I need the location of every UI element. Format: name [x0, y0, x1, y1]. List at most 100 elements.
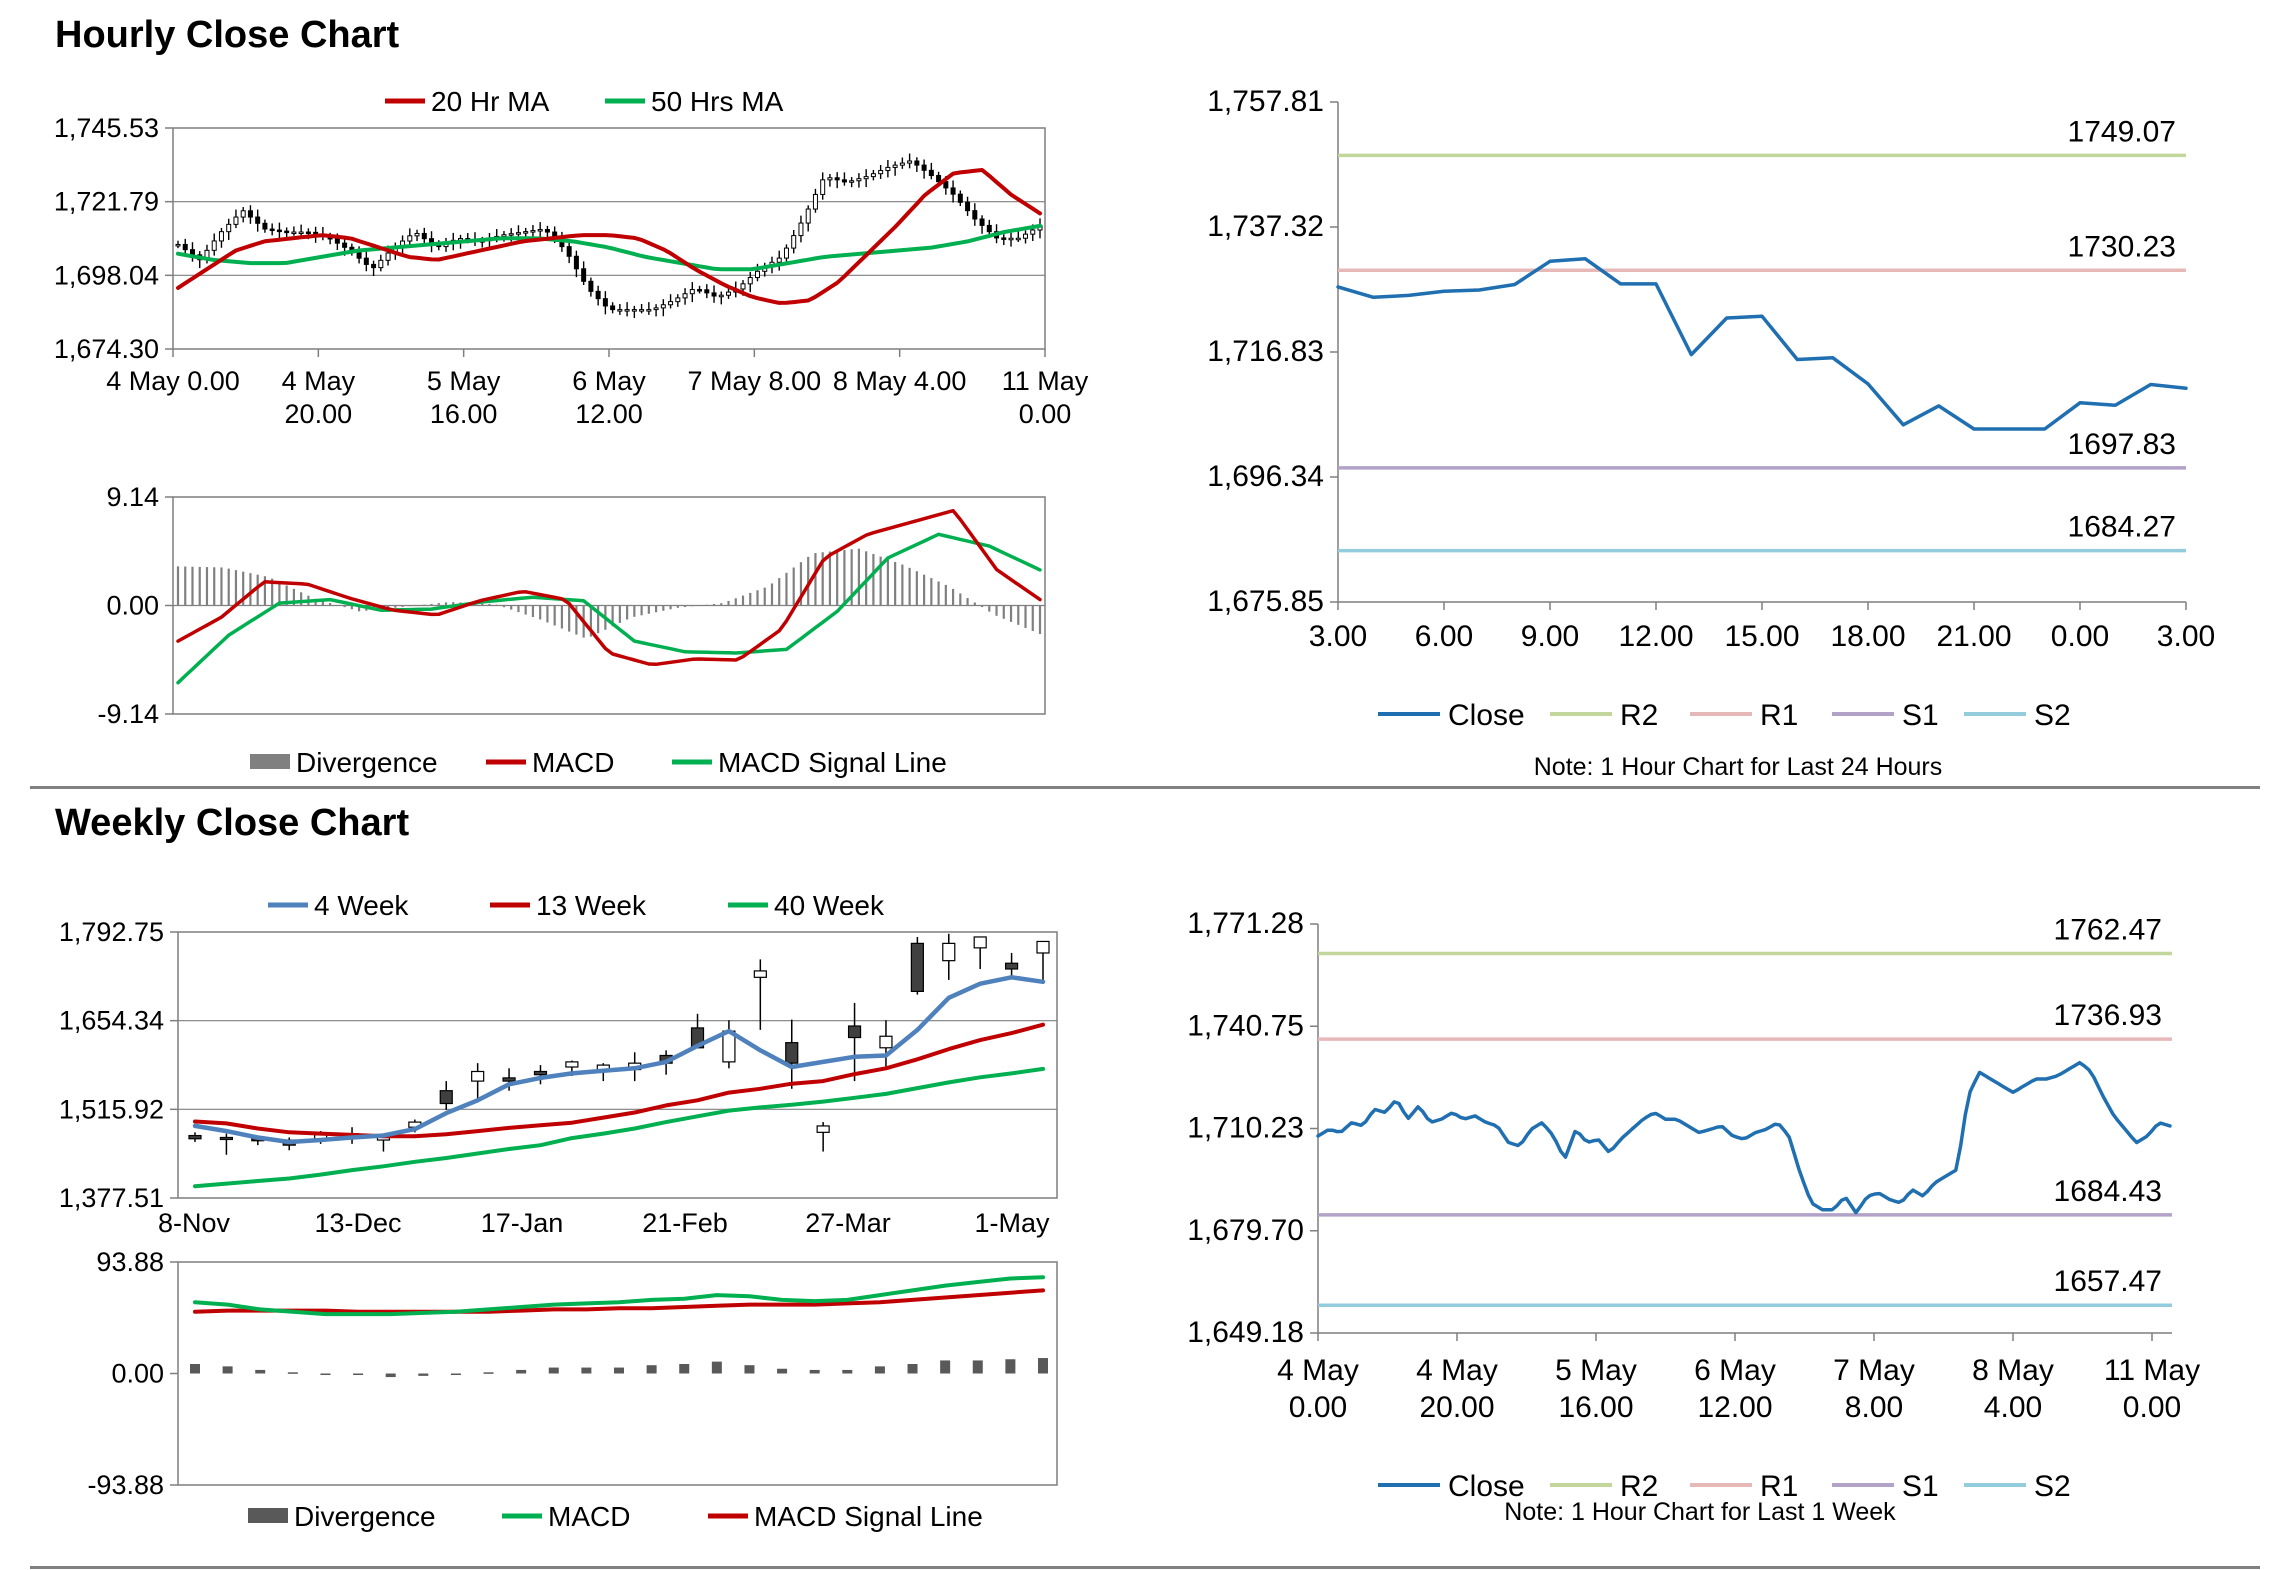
hourly-pivot-y-tick-label: 1,737.32: [1207, 210, 1324, 243]
hourly-candle-body: [704, 289, 710, 294]
hourly-candle-body: [1023, 233, 1029, 239]
weekly-pivot-y-tick-label: 1,771.28: [1187, 907, 1304, 940]
weekly-macd-divergence-bar: [320, 1373, 331, 1375]
weekly-candle-body: [533, 1070, 548, 1076]
weekly-macd-divergence-bar: [972, 1360, 983, 1374]
hourly-candle-body: [711, 292, 717, 297]
hourly-pivot-level-s2-label: 1684.27: [2068, 511, 2176, 544]
hourly-pivot-y-tick-label: 1,675.85: [1207, 585, 1324, 618]
weekly-pivot-y-tick-label: 1,710.23: [1187, 1112, 1304, 1145]
weekly-macd-divergence-bar: [287, 1372, 298, 1374]
hourly-pivot-x-tick-label: 15.00: [1724, 620, 1799, 653]
hourly-candle-body: [407, 235, 413, 242]
hourly-candle-body: [276, 229, 282, 233]
hourly-candle-body: [783, 247, 789, 259]
weekly-pivot-x-tick-sublabel: 0.00: [2123, 1391, 2181, 1424]
weekly-candle-x-tick-label: 27-Mar: [805, 1208, 891, 1238]
weekly-macd-divergence-bar: [907, 1363, 918, 1374]
weekly-candle-x-tick-label: 21-Feb: [642, 1208, 728, 1238]
hourly-candle-body: [943, 181, 949, 189]
weekly-candle-x-tick-label: 8-Nov: [158, 1208, 231, 1238]
weekly-macd-divergence-bar: [679, 1363, 690, 1374]
hourly-pivot-note: Note: 1 Hour Chart for Last 24 Hours: [1534, 753, 1943, 781]
weekly-candle-x-tick-label: 17-Jan: [481, 1208, 564, 1238]
weekly-pivot-x-tick-sublabel: 4.00: [1984, 1391, 2042, 1424]
weekly-candle-body: [879, 1035, 893, 1049]
weekly-pivot-legend-label: R2: [1620, 1470, 1658, 1503]
weekly-candle-body: [219, 1136, 234, 1141]
weekly-macd-divergence-bar: [483, 1372, 494, 1374]
hourly-candle-x-tick-sublabel: 0.00: [1019, 399, 1072, 429]
legend-13week-label: 13 Week: [536, 890, 647, 921]
hourly-candle-body: [211, 240, 217, 251]
hourly-20hr-ma-line: [176, 168, 1042, 305]
hourly-candle-body: [863, 176, 869, 180]
legend-40week-label: 40 Week: [774, 890, 885, 921]
hourly-candle-body: [631, 309, 637, 312]
hourly-candle-body: [356, 251, 362, 259]
hourly-candle-y-tick-label: 1,721.79: [54, 187, 159, 217]
hourly-candle-body: [573, 255, 579, 270]
hourly-pivot-x-tick-label: 12.00: [1618, 620, 1693, 653]
hourly-candle-body: [689, 289, 695, 295]
weekly-macd-divergence-bar: [940, 1360, 951, 1374]
weekly-pivot-level-s2-label: 1657.47: [2054, 1265, 2162, 1298]
weekly-macd-divergence-bar: [1038, 1358, 1048, 1374]
hourly-pivot-y-tick-label: 1,716.83: [1207, 335, 1324, 368]
weekly-macd-divergence-bar: [516, 1369, 527, 1374]
weekly-pivot-x-tick-label: 11 May: [2104, 1354, 2200, 1387]
legend-hourly-divergence-swatch: [250, 754, 290, 769]
weekly-pivot-x-tick-sublabel: 16.00: [1558, 1391, 1633, 1424]
hourly-candle-body: [247, 210, 253, 218]
weekly-candle-body: [785, 1042, 799, 1064]
hourly-candle-x-tick-sublabel: 12.00: [575, 399, 643, 429]
weekly-candle-y-tick-label: 1,515.92: [59, 1094, 164, 1124]
weekly-macd-divergence-bar: [614, 1367, 624, 1374]
hourly-candle-body: [798, 222, 804, 237]
hourly-50hr-ma-line: [176, 223, 1042, 272]
weekly-pivot-y-tick-label: 1,649.18: [1187, 1316, 1304, 1349]
hourly-pivot-legend-label: Close: [1448, 699, 1525, 732]
weekly-macd-divergence-bar: [1005, 1359, 1016, 1374]
hourly-candle-body: [617, 309, 623, 312]
hourly-candle-body: [870, 173, 876, 178]
legend-weekly-divergence-label: Divergence: [294, 1501, 436, 1532]
hourly-candle-body: [298, 231, 304, 235]
hourly-candle-body: [740, 283, 746, 290]
hourly-candle-body: [849, 180, 855, 183]
hourly-pivot-legend-label: S2: [2034, 699, 2071, 732]
weekly-candle-plot-frame: [177, 931, 1058, 1199]
legend-50hr-ma-label: 50 Hrs MA: [651, 86, 784, 117]
hourly-candle-body: [544, 229, 550, 233]
weekly-pivot-x-tick-label: 4 May: [1416, 1354, 1498, 1387]
hourly-candle-body: [240, 210, 246, 218]
legend-weekly-macd-label: MACD: [548, 1501, 630, 1532]
legend-hourly-macd-label: MACD: [532, 747, 614, 778]
legend-hourly-signal-label: MACD Signal Line: [718, 747, 947, 778]
weekly-candle-y-tick-label: 1,792.75: [59, 917, 164, 947]
hourly-candle-body: [378, 259, 384, 269]
hourly-candle-body: [291, 231, 297, 235]
weekly-macd-divergence-bar: [874, 1366, 885, 1374]
hourly-candle-body: [675, 297, 681, 303]
weekly-candle-x-tick-label: 13-Dec: [314, 1208, 401, 1238]
weekly-macd-y-tick-label: -93.88: [87, 1470, 164, 1500]
hourly-candle-x-tick-label: 4 May 0.00: [106, 366, 240, 396]
legend-weekly-signal-label: MACD Signal Line: [754, 1501, 983, 1532]
hourly-candle-body: [718, 294, 724, 298]
hourly-candle-body: [515, 232, 521, 235]
weekly-pivot-x-tick-sublabel: 8.00: [1845, 1391, 1903, 1424]
weekly-pivot-legend-label: Close: [1448, 1470, 1525, 1503]
weekly-4week-ma-line: [192, 975, 1046, 1145]
hourly-candle-body: [284, 230, 290, 234]
hourly-candle-body: [269, 228, 275, 232]
hourly-candle-body: [660, 304, 666, 309]
hourly-candle-body: [812, 193, 818, 210]
hourly-candle-body: [697, 289, 703, 292]
weekly-pivot-note: Note: 1 Hour Chart for Last 1 Week: [1504, 1498, 1896, 1526]
hourly-candle-body: [776, 257, 782, 263]
hourly-candle-body: [624, 309, 630, 312]
hourly-candle-body: [754, 270, 760, 279]
hourly-candle-x-tick-label: 6 May: [572, 366, 646, 396]
weekly-candle-body: [1036, 940, 1050, 954]
